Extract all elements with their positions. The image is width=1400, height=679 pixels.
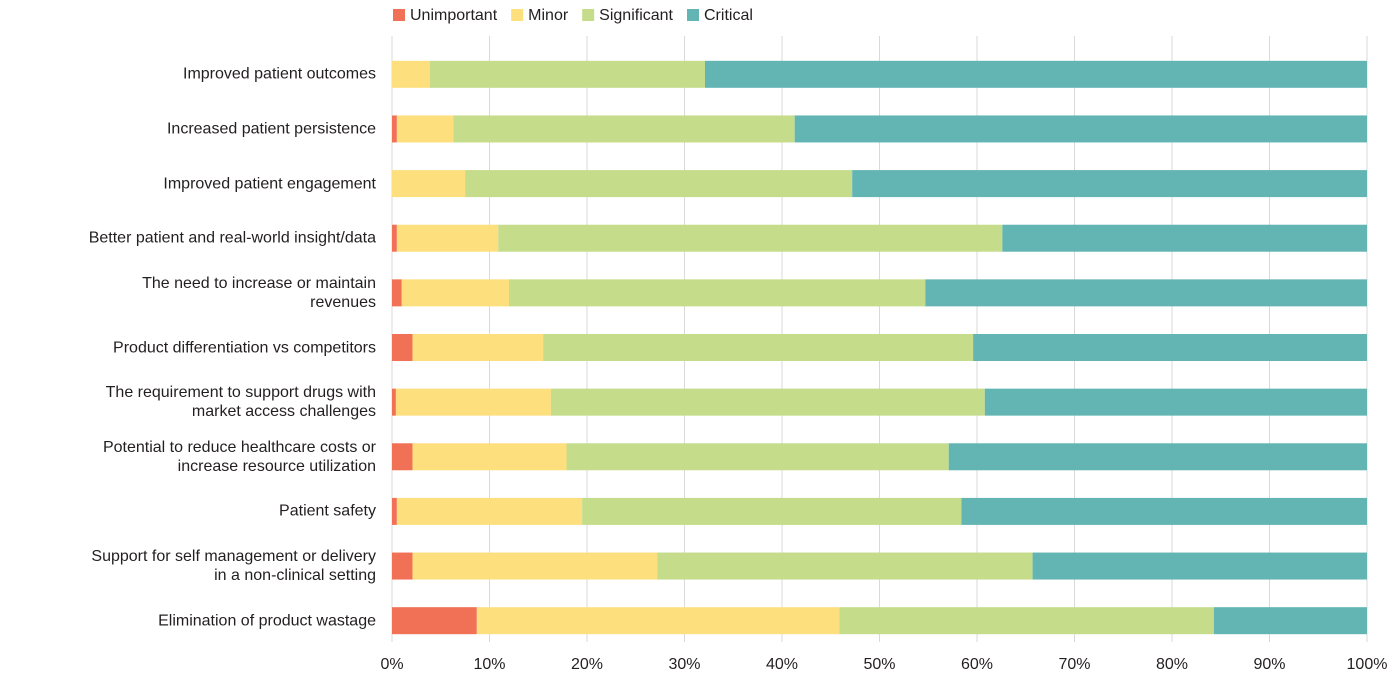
x-tick-label: 30%	[668, 656, 700, 673]
bar-segment	[1032, 552, 1367, 580]
bar-segment	[961, 497, 1367, 525]
bar-segment	[392, 334, 413, 361]
legend-swatch	[393, 9, 405, 21]
bar-segment	[550, 388, 985, 416]
x-tick-label: 100%	[1347, 656, 1388, 673]
bar-segment	[392, 497, 397, 525]
bar-segment	[657, 552, 1033, 580]
bar-segment	[794, 115, 1367, 143]
bar-segment	[453, 115, 795, 143]
x-tick-label: 0%	[380, 656, 403, 673]
legend-label: Critical	[704, 7, 753, 24]
legend-swatch	[582, 9, 595, 21]
bar-segment	[852, 170, 1367, 198]
bar-segment	[839, 607, 1214, 635]
bar-segment	[392, 443, 413, 471]
y-tick-label: Better patient and real-world insight/da…	[88, 229, 376, 247]
bar-segment	[973, 334, 1367, 361]
y-tick-label: Improved patient outcomes	[183, 65, 376, 83]
bar-segment	[392, 224, 397, 252]
legend-swatch	[687, 9, 699, 21]
bar-segment	[476, 607, 840, 635]
x-tick-label: 80%	[1156, 656, 1188, 673]
y-tick-label: Product differentiation vs competitors	[113, 339, 376, 356]
y-tick-label: Improved patient engagement	[163, 175, 376, 193]
bar-segment	[543, 334, 974, 361]
bar-segment	[430, 60, 705, 88]
bar-segment	[465, 170, 853, 198]
x-tick-label: 70%	[1058, 656, 1090, 673]
bar-segment	[392, 60, 431, 88]
bar-segment	[392, 170, 466, 198]
bar-segment	[412, 552, 658, 580]
bar-segment	[395, 388, 551, 416]
bar-segment	[392, 552, 413, 580]
bar-segment	[392, 607, 477, 635]
bar-segment	[948, 443, 1367, 471]
bar-segment	[509, 279, 926, 307]
legend-label: Minor	[528, 7, 569, 24]
legend-label: Unimportant	[410, 7, 498, 24]
y-tick-label: The need to increase or maintain revenue…	[142, 274, 376, 311]
bar-segment	[392, 279, 402, 307]
bar-segment	[925, 279, 1367, 307]
y-tick-label: Support for self management or delivery …	[91, 548, 376, 585]
bar-segment	[401, 279, 509, 307]
bar-segment	[396, 115, 454, 143]
bar-segment	[396, 224, 499, 252]
x-tick-label: 40%	[766, 656, 798, 673]
y-tick-label: Increased patient persistence	[166, 120, 376, 138]
y-tick-label: Patient safety	[279, 502, 376, 520]
bar-segment	[1213, 607, 1367, 635]
bar-segment	[1002, 224, 1367, 252]
x-tick-label: 50%	[863, 656, 895, 673]
y-tick-label: Potential to reduce healthcare costs or …	[102, 438, 376, 475]
legend-swatch	[511, 9, 524, 21]
legend-label: Significant	[599, 7, 673, 24]
y-tick-label: The requirement to support drugs with ma…	[105, 384, 376, 421]
bar-segment	[412, 443, 567, 471]
y-tick-label: Elimination of product wastage	[158, 612, 376, 630]
x-tick-label: 20%	[571, 656, 603, 673]
x-tick-label: 90%	[1253, 656, 1285, 673]
bar-segment	[984, 388, 1367, 416]
bar-segment	[396, 497, 583, 525]
x-tick-label: 10%	[473, 656, 505, 673]
bar-segment	[392, 388, 396, 416]
bar-segment	[498, 224, 1003, 252]
bar-segment	[566, 443, 949, 471]
bar-segment	[704, 60, 1367, 88]
bar-segment	[392, 115, 397, 143]
bar-segment	[582, 497, 962, 525]
bar-segment	[412, 334, 544, 361]
x-tick-label: 60%	[961, 656, 993, 673]
